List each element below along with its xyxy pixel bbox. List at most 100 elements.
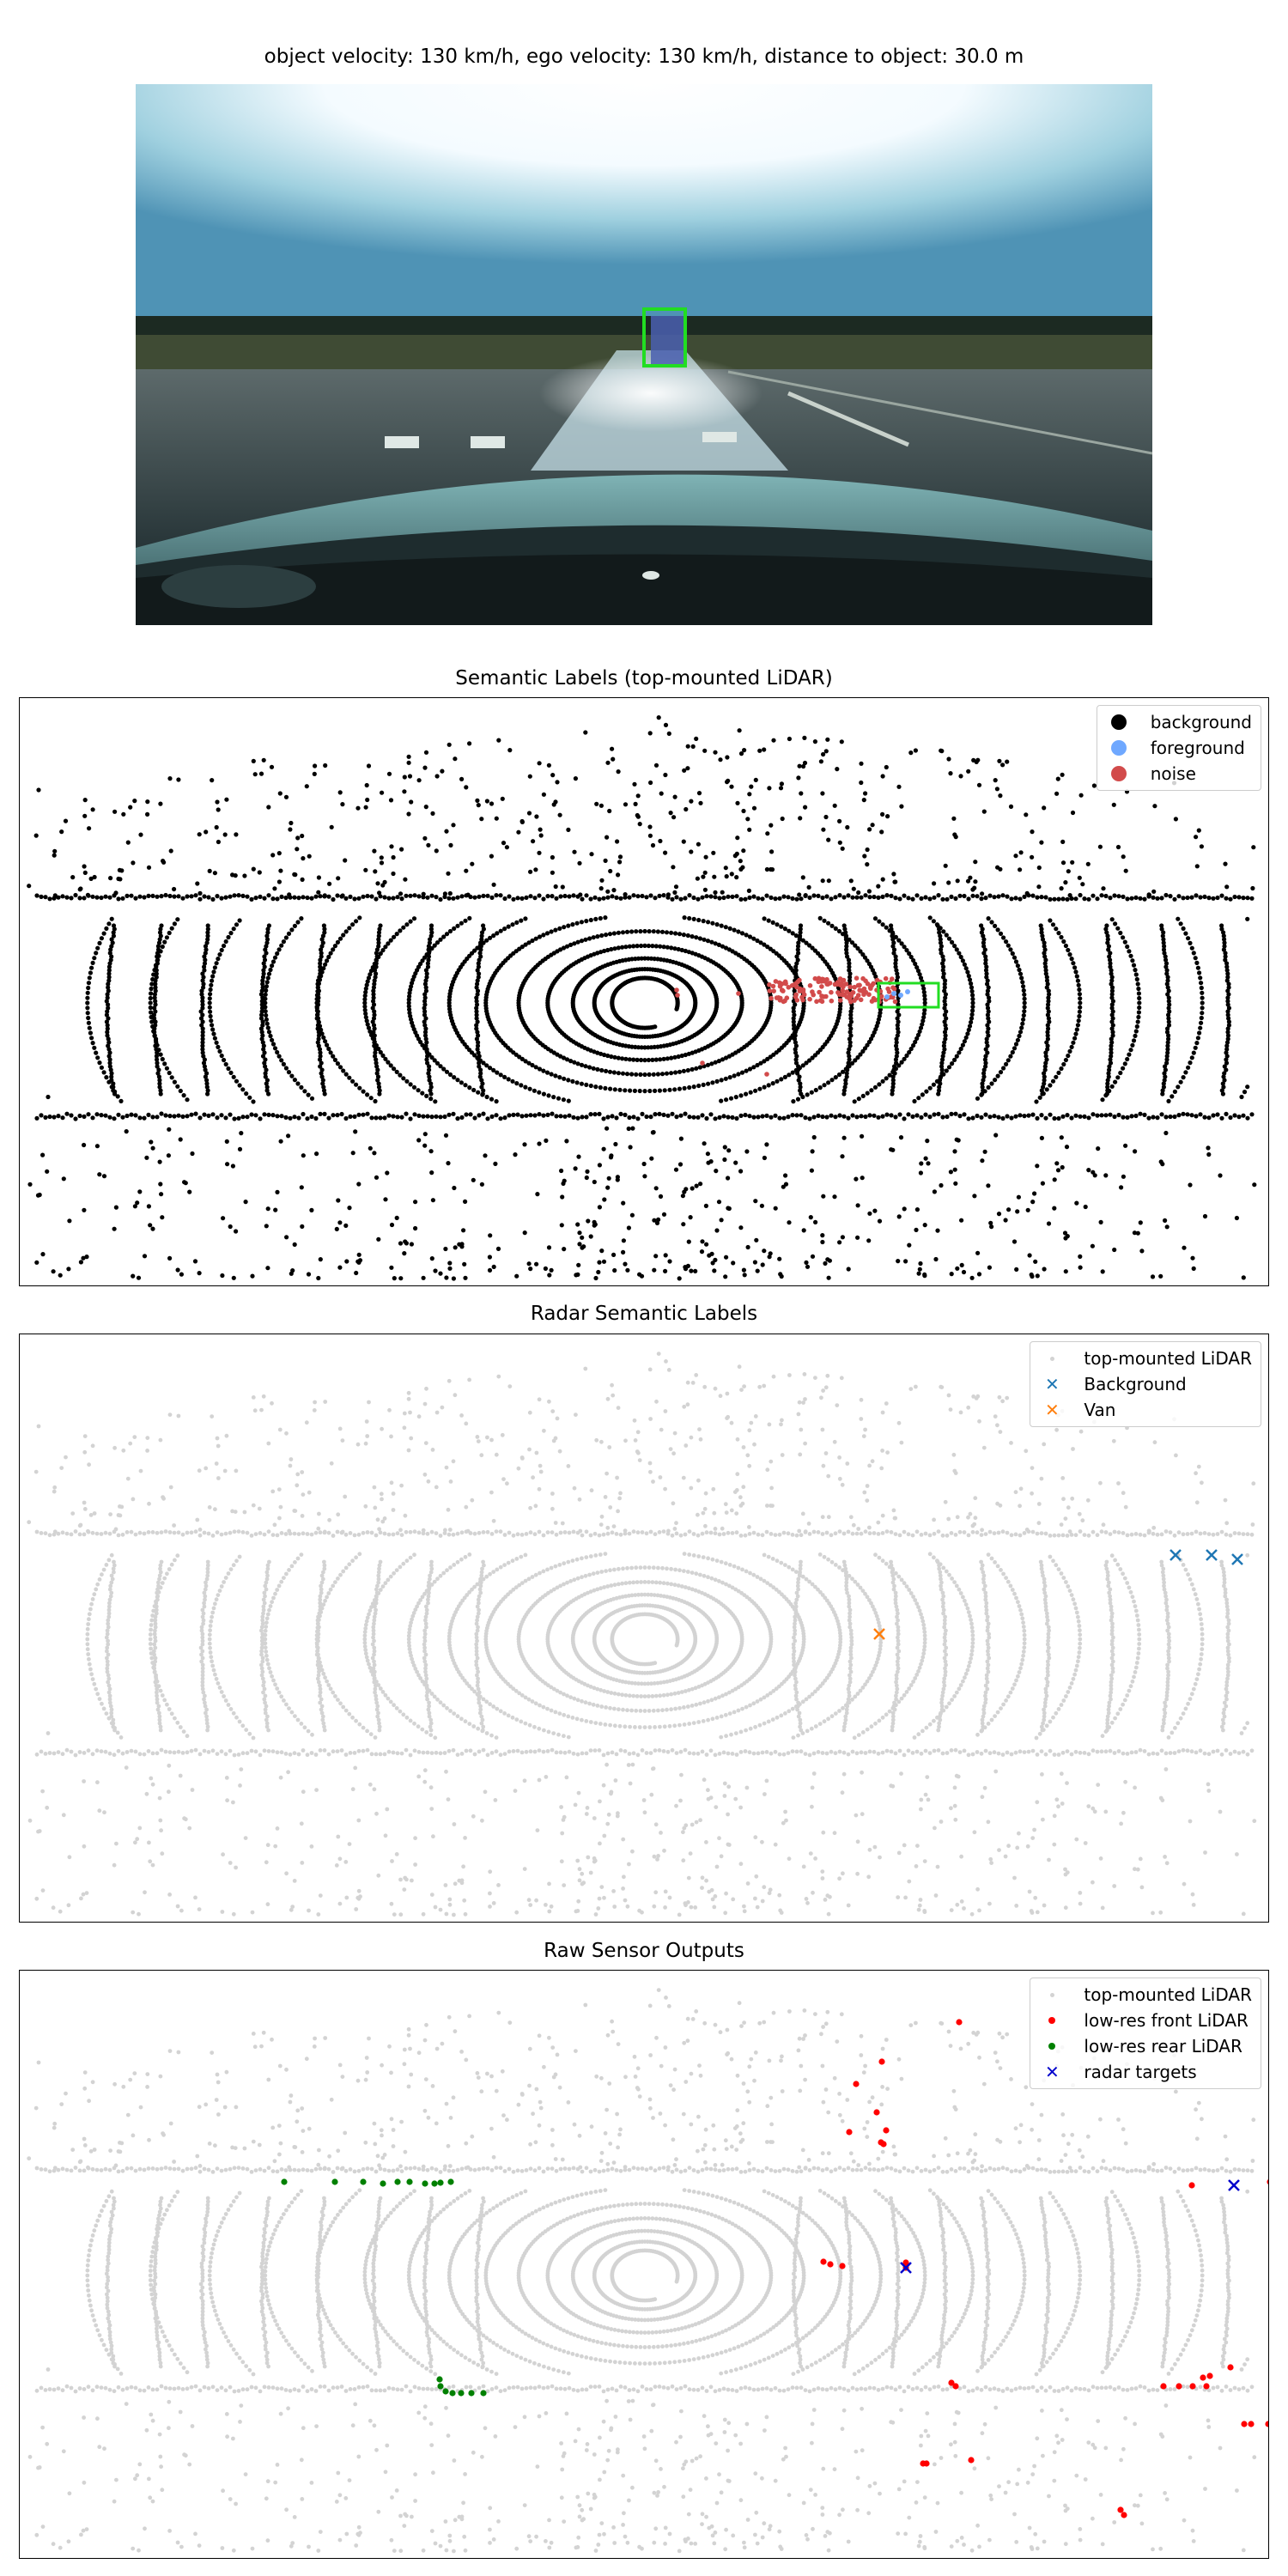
background-points-point	[361, 1089, 366, 1094]
top-lidar-points-point	[667, 1723, 672, 1728]
background-points-point	[153, 1043, 158, 1048]
background-points-point	[386, 1060, 391, 1065]
background-points-point	[339, 1111, 344, 1117]
background-points-point	[1130, 958, 1135, 963]
background-points-point	[633, 801, 638, 806]
background-points-point	[155, 1071, 161, 1076]
background-points-point	[595, 934, 600, 939]
top-lidar-points-point	[713, 1577, 718, 1583]
top-lidar-points-point	[736, 1685, 741, 1690]
background-points-point	[533, 936, 538, 941]
background-points-point	[286, 931, 292, 936]
background-points-point	[598, 915, 603, 921]
background-points-point	[95, 1055, 100, 1060]
background-points-point	[433, 1099, 438, 1104]
background-points-point	[687, 1084, 692, 1091]
background-points-point	[89, 965, 94, 970]
background-points-point	[578, 892, 583, 897]
background-points-point	[575, 939, 580, 945]
top-lidar-points-point	[637, 1725, 642, 1729]
background-points-point	[965, 878, 971, 884]
background-points-point	[124, 1129, 129, 1134]
background-points-point	[970, 887, 975, 892]
background-points-point	[680, 1194, 686, 1199]
background-points-point	[893, 896, 898, 901]
background-points-point	[953, 835, 958, 840]
top-lidar-points-point	[546, 1590, 550, 1595]
background-points-point	[507, 748, 513, 753]
background-points-point	[953, 896, 958, 901]
background-points-point	[719, 1218, 724, 1223]
background-points-point	[723, 1076, 728, 1081]
background-points-point	[1052, 1115, 1057, 1121]
background-points-point	[478, 947, 483, 952]
background-points-point	[605, 1053, 611, 1059]
background-points-point	[653, 896, 658, 901]
background-points-point	[145, 799, 150, 805]
background-points-point	[314, 1012, 320, 1018]
background-points-point	[491, 1264, 496, 1269]
background-points-point	[550, 1111, 555, 1116]
background-points-point	[343, 1072, 349, 1077]
background-points-point	[602, 948, 607, 954]
background-points-point	[1135, 981, 1140, 987]
noise-points-point	[736, 991, 741, 996]
background-points-point	[1075, 1023, 1080, 1028]
background-points-point	[266, 1112, 271, 1117]
background-points-point	[724, 1255, 729, 1260]
background-points-point	[1109, 1026, 1115, 1031]
background-points-point	[968, 875, 973, 880]
top-lidar-points-point	[616, 1582, 621, 1587]
background-points-point	[104, 999, 109, 1004]
background-points-point	[957, 951, 962, 956]
top-lidar-points-point	[730, 1688, 735, 1693]
background-points-point	[635, 956, 641, 961]
background-points-point	[162, 939, 167, 945]
background-points-point	[153, 1023, 158, 1028]
background-points-point	[567, 894, 572, 899]
background-points-point	[535, 1192, 540, 1197]
background-points-point	[154, 1054, 159, 1059]
background-points-point	[388, 1063, 393, 1068]
background-points-point	[880, 774, 885, 779]
background-points-point	[70, 875, 76, 880]
background-points-point	[986, 985, 991, 990]
background-points-point	[322, 930, 327, 935]
legend-marker-background	[1110, 714, 1127, 730]
background-points-point	[476, 1033, 481, 1038]
background-points-point	[427, 1064, 432, 1069]
background-points-point	[920, 1018, 926, 1024]
background-points-point	[877, 919, 882, 924]
background-points-point	[796, 775, 801, 781]
background-points-point	[942, 981, 947, 987]
background-points-point	[203, 951, 208, 956]
background-points-point	[927, 896, 933, 902]
background-points-point	[1104, 1091, 1109, 1097]
background-points-point	[221, 1216, 226, 1221]
background-points-point	[816, 893, 821, 898]
background-points-point	[257, 870, 262, 875]
background-points-point	[1219, 1088, 1224, 1093]
top-lidar-points-point	[665, 1566, 669, 1571]
background-points-point	[234, 1078, 240, 1084]
background-points-point	[847, 1047, 852, 1052]
background-points-point	[1060, 860, 1066, 866]
background-points-point	[413, 1225, 418, 1231]
background-points-point	[375, 881, 380, 886]
top-lidar-points-point	[530, 1699, 535, 1704]
background-points-point	[479, 933, 484, 939]
background-points-point	[319, 1067, 325, 1072]
background-points-point	[489, 1114, 495, 1119]
background-points-point	[1010, 1049, 1015, 1055]
background-points-point	[316, 988, 321, 993]
background-points-point	[981, 1071, 987, 1076]
background-points-point	[1245, 916, 1250, 921]
background-points-point	[807, 895, 812, 900]
background-points-point	[793, 1050, 799, 1055]
background-points-point	[214, 824, 219, 830]
top-lidar-points-point	[620, 1581, 624, 1586]
background-points-point	[922, 1007, 927, 1012]
background-points-point	[1078, 1005, 1083, 1010]
background-points-point	[1054, 1161, 1060, 1166]
background-points-point	[987, 893, 993, 898]
